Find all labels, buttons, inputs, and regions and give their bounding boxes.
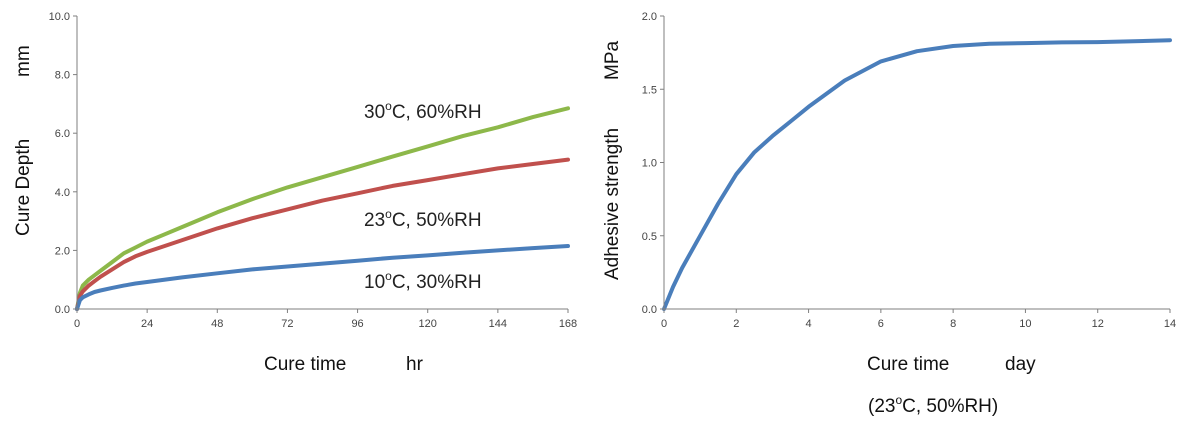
x-tick-label: 12 — [1092, 318, 1104, 330]
x-tick-label: 6 — [878, 318, 884, 330]
x-tick-label: 0 — [74, 318, 80, 330]
y-tick-label: 0.5 — [642, 231, 657, 243]
y-tick-label: 1.0 — [642, 158, 657, 170]
x-tick-label: 4 — [806, 318, 812, 330]
x-tick-label: 24 — [141, 318, 153, 330]
y-tick-label: 1.5 — [642, 84, 657, 96]
series-line-2 — [75, 244, 570, 311]
x-axis-unit: hr — [406, 354, 424, 375]
x-tick-label: 0 — [661, 318, 667, 330]
cure-depth-chart: 0 24 48 72 96 120 144 168 0.0 2.0 4.0 6.0 8.0 10.0 C… — [13, 11, 577, 375]
x-tick-label: 168 — [559, 318, 577, 330]
y-axis-label: Cure Depth — [13, 139, 34, 236]
y-tick-label: 10.0 — [49, 11, 70, 23]
x-tick-label: 2 — [733, 318, 739, 330]
series-label-30c: 30oC, 60%RH — [364, 99, 482, 123]
y-tick-label: 8.0 — [55, 70, 70, 82]
x-tick-label: 120 — [419, 318, 437, 330]
x-tick-label: 72 — [281, 318, 293, 330]
series-label-10c: 10oC, 30%RH — [364, 269, 482, 293]
x-tick-label: 48 — [211, 318, 223, 330]
y-axis-unit: mm — [13, 45, 34, 77]
chart-caption: (23oC, 50%RH) — [868, 393, 998, 417]
x-tick-label: 8 — [950, 318, 956, 330]
y-tick-label: 0.0 — [642, 304, 657, 316]
y-tick-label: 0.0 — [55, 304, 70, 316]
x-axis-unit: day — [1005, 354, 1036, 375]
y-axis-label: Adhesive strength — [602, 128, 623, 280]
x-axis-label: Cure time — [264, 354, 346, 375]
y-tick-label: 2.0 — [642, 11, 657, 23]
x-tick-label: 144 — [489, 318, 507, 330]
adhesive-strength-chart: 0 2 4 6 8 10 12 14 0.0 0.5 1.0 1.5 2.0 Cure time da… — [602, 11, 1176, 417]
y-axis-unit: MPa — [602, 41, 623, 81]
series-label-23c: 23oC, 50%RH — [364, 207, 482, 231]
x-tick-label: 96 — [351, 318, 363, 330]
y-tick-label: 2.0 — [55, 245, 70, 257]
x-tick-label: 14 — [1164, 318, 1176, 330]
y-tick-label: 4.0 — [55, 187, 70, 199]
series-line-0 — [75, 106, 570, 311]
y-tick-label: 6.0 — [55, 128, 70, 140]
series-line-0 — [662, 38, 1172, 311]
series-line-1 — [75, 157, 570, 311]
x-tick-label: 10 — [1019, 318, 1031, 330]
x-axis-label: Cure time — [867, 354, 949, 375]
